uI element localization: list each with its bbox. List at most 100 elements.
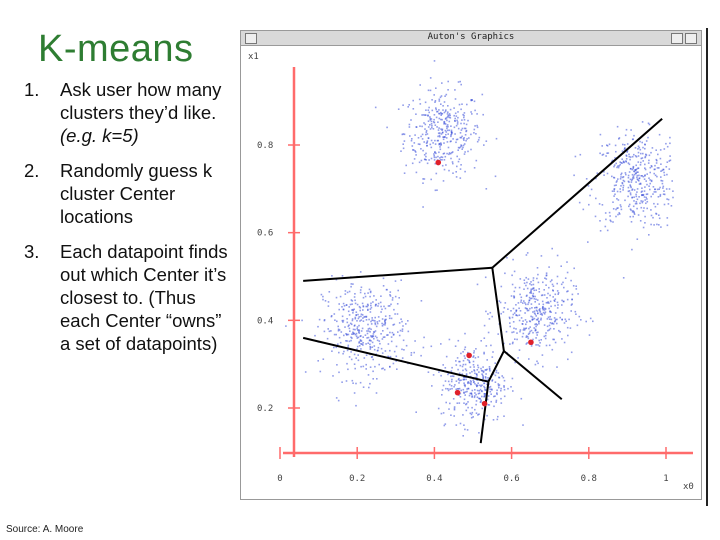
data-point	[648, 185, 650, 187]
data-point	[618, 212, 620, 214]
data-point	[545, 301, 548, 304]
data-point	[513, 312, 516, 314]
data-point	[478, 413, 480, 415]
data-point	[438, 109, 440, 111]
data-point	[452, 138, 454, 140]
data-point	[346, 318, 348, 320]
data-point	[671, 180, 673, 182]
data-point	[645, 196, 647, 199]
data-point	[448, 153, 450, 156]
data-point	[473, 128, 476, 131]
data-point	[366, 303, 369, 306]
data-point	[380, 295, 382, 297]
data-point	[485, 188, 488, 190]
data-point	[375, 303, 377, 306]
data-point	[575, 285, 577, 287]
maximize-button[interactable]	[685, 33, 697, 44]
data-point	[527, 333, 530, 335]
data-point	[638, 196, 640, 198]
data-point	[390, 303, 392, 306]
data-point	[415, 171, 418, 174]
data-point	[498, 386, 500, 389]
data-point	[447, 115, 449, 117]
data-point	[374, 330, 377, 332]
data-point	[358, 329, 360, 331]
data-point	[356, 327, 358, 330]
data-point	[388, 317, 391, 320]
minimize-button[interactable]	[671, 33, 683, 44]
data-point	[470, 99, 472, 101]
data-point	[350, 285, 352, 288]
data-point	[620, 205, 622, 208]
data-point	[545, 284, 547, 286]
data-point	[572, 285, 575, 287]
data-point	[641, 141, 643, 144]
data-point	[378, 320, 381, 322]
data-point	[511, 283, 514, 286]
data-point	[362, 365, 365, 368]
data-point	[557, 292, 560, 294]
data-point	[370, 320, 372, 323]
data-point	[512, 307, 515, 310]
data-point	[443, 152, 446, 155]
data-point	[358, 341, 361, 343]
data-point	[645, 193, 648, 196]
window-titlebar[interactable]: Auton's Graphics	[241, 31, 701, 46]
data-point	[535, 306, 538, 309]
data-point	[402, 339, 405, 342]
data-point	[345, 340, 347, 342]
data-point	[489, 385, 492, 388]
data-point	[408, 126, 411, 128]
data-point	[369, 308, 372, 310]
data-point	[442, 105, 444, 107]
data-point	[494, 175, 497, 178]
data-point	[601, 204, 604, 206]
data-point	[532, 338, 534, 341]
data-point	[441, 159, 443, 161]
data-point	[459, 392, 462, 395]
data-point	[342, 319, 345, 322]
data-point	[632, 166, 635, 169]
data-point	[427, 109, 430, 111]
data-point	[625, 158, 628, 160]
data-point	[428, 106, 430, 109]
data-point	[425, 109, 427, 111]
data-point	[627, 174, 630, 177]
data-point	[633, 196, 635, 198]
data-point	[537, 281, 540, 284]
data-point	[577, 293, 579, 295]
data-point	[627, 195, 629, 198]
data-point	[440, 374, 442, 377]
data-point	[516, 338, 518, 341]
data-point	[444, 110, 447, 113]
data-point	[466, 103, 468, 106]
step-number: 3.	[24, 241, 40, 262]
data-point	[446, 124, 449, 126]
data-point	[359, 271, 362, 273]
data-point	[485, 140, 488, 142]
data-point	[532, 311, 534, 313]
data-point	[360, 330, 363, 332]
data-point	[423, 336, 425, 339]
data-point	[523, 288, 525, 290]
data-point	[655, 149, 657, 151]
data-point	[566, 326, 569, 329]
data-point	[467, 382, 469, 385]
data-point	[369, 346, 372, 349]
data-point	[363, 316, 365, 318]
data-point	[530, 290, 532, 292]
data-point	[629, 156, 632, 158]
window-menu-button[interactable]	[245, 33, 257, 44]
data-point	[540, 339, 542, 341]
data-point	[551, 279, 553, 281]
data-point	[629, 192, 632, 194]
data-point	[412, 99, 414, 102]
data-point	[622, 189, 624, 191]
data-point	[455, 388, 457, 391]
data-point	[460, 129, 463, 131]
data-point	[450, 385, 453, 387]
data-point	[384, 307, 387, 310]
data-point	[462, 369, 464, 372]
data-point	[431, 124, 433, 127]
data-point	[348, 314, 351, 316]
